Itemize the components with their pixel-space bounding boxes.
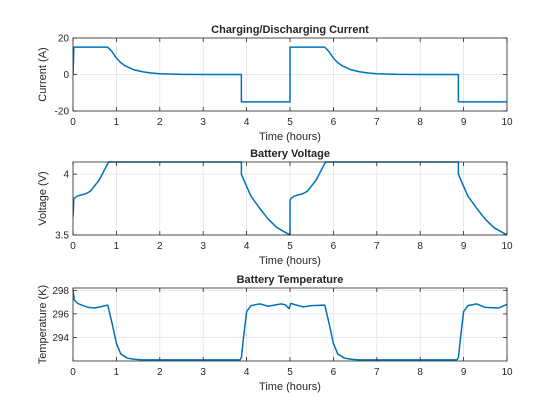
y-tick-label: 296 [52, 309, 69, 320]
x-tick-label: 0 [70, 117, 76, 128]
x-tick-label: 1 [114, 367, 120, 378]
y-axis-label: Temperature (K) [37, 285, 49, 364]
x-tick-label: 4 [244, 117, 250, 128]
x-tick-label: 2 [157, 367, 163, 378]
x-tick-label: 7 [374, 241, 380, 252]
x-tick-label: 4 [244, 241, 250, 252]
x-tick-label: 0 [70, 241, 76, 252]
x-tick-label: 3 [200, 367, 206, 378]
x-tick-label: 8 [417, 367, 423, 378]
x-tick-label: 5 [287, 117, 293, 128]
chart-title: Battery Temperature [237, 274, 344, 286]
x-tick-label: 1 [114, 117, 120, 128]
y-tick-label: -20 [55, 107, 70, 118]
x-axis-label: Time (hours) [259, 381, 321, 393]
x-tick-label: 7 [374, 117, 380, 128]
series-line-1 [73, 46, 507, 103]
x-tick-label: 4 [244, 367, 250, 378]
series-line-1 [73, 161, 507, 236]
x-tick-label: 10 [501, 117, 513, 128]
x-tick-label: 2 [157, 117, 163, 128]
x-tick-label: 10 [501, 367, 513, 378]
x-tick-label: 2 [157, 241, 163, 252]
y-axis-label: Current (A) [37, 47, 49, 101]
x-tick-label: 3 [200, 117, 206, 128]
x-tick-label: 8 [417, 241, 423, 252]
x-tick-label: 8 [417, 117, 423, 128]
x-tick-label: 5 [287, 241, 293, 252]
y-axis-label: Voltage (V) [37, 171, 49, 225]
x-tick-label: 9 [461, 367, 467, 378]
x-tick-label: 1 [114, 241, 120, 252]
x-tick-label: 10 [501, 241, 513, 252]
x-tick-label: 7 [374, 367, 380, 378]
x-axis-label: Time (hours) [259, 131, 321, 143]
y-tick-label: 3.5 [55, 231, 69, 242]
x-tick-label: 6 [331, 241, 337, 252]
y-tick-label: 0 [63, 70, 69, 81]
series-line-1 [73, 290, 507, 361]
x-tick-label: 9 [461, 241, 467, 252]
subplot-2: 0 1 2 3 4 5 6 7 8 9 10 3.5 4 Battery Voltage Time (hou… [37, 148, 513, 267]
x-axis-label: Time (hours) [259, 255, 321, 267]
y-tick-label: 20 [58, 34, 70, 45]
x-tick-label: 3 [200, 241, 206, 252]
chart-title: Battery Voltage [250, 148, 330, 160]
y-tick-label: 294 [52, 333, 69, 344]
x-tick-label: 5 [287, 367, 293, 378]
y-tick-label: 298 [52, 286, 69, 297]
x-tick-label: 0 [70, 367, 76, 378]
subplot-3: 0 1 2 3 4 5 6 7 8 9 10 294 296 298 Battery Temperature… [37, 274, 513, 393]
y-tick-label: 4 [63, 170, 69, 181]
x-tick-label: 9 [461, 117, 467, 128]
x-tick-label: 6 [331, 367, 337, 378]
chart-title: Charging/Discharging Current [211, 24, 369, 36]
x-tick-label: 6 [331, 117, 337, 128]
